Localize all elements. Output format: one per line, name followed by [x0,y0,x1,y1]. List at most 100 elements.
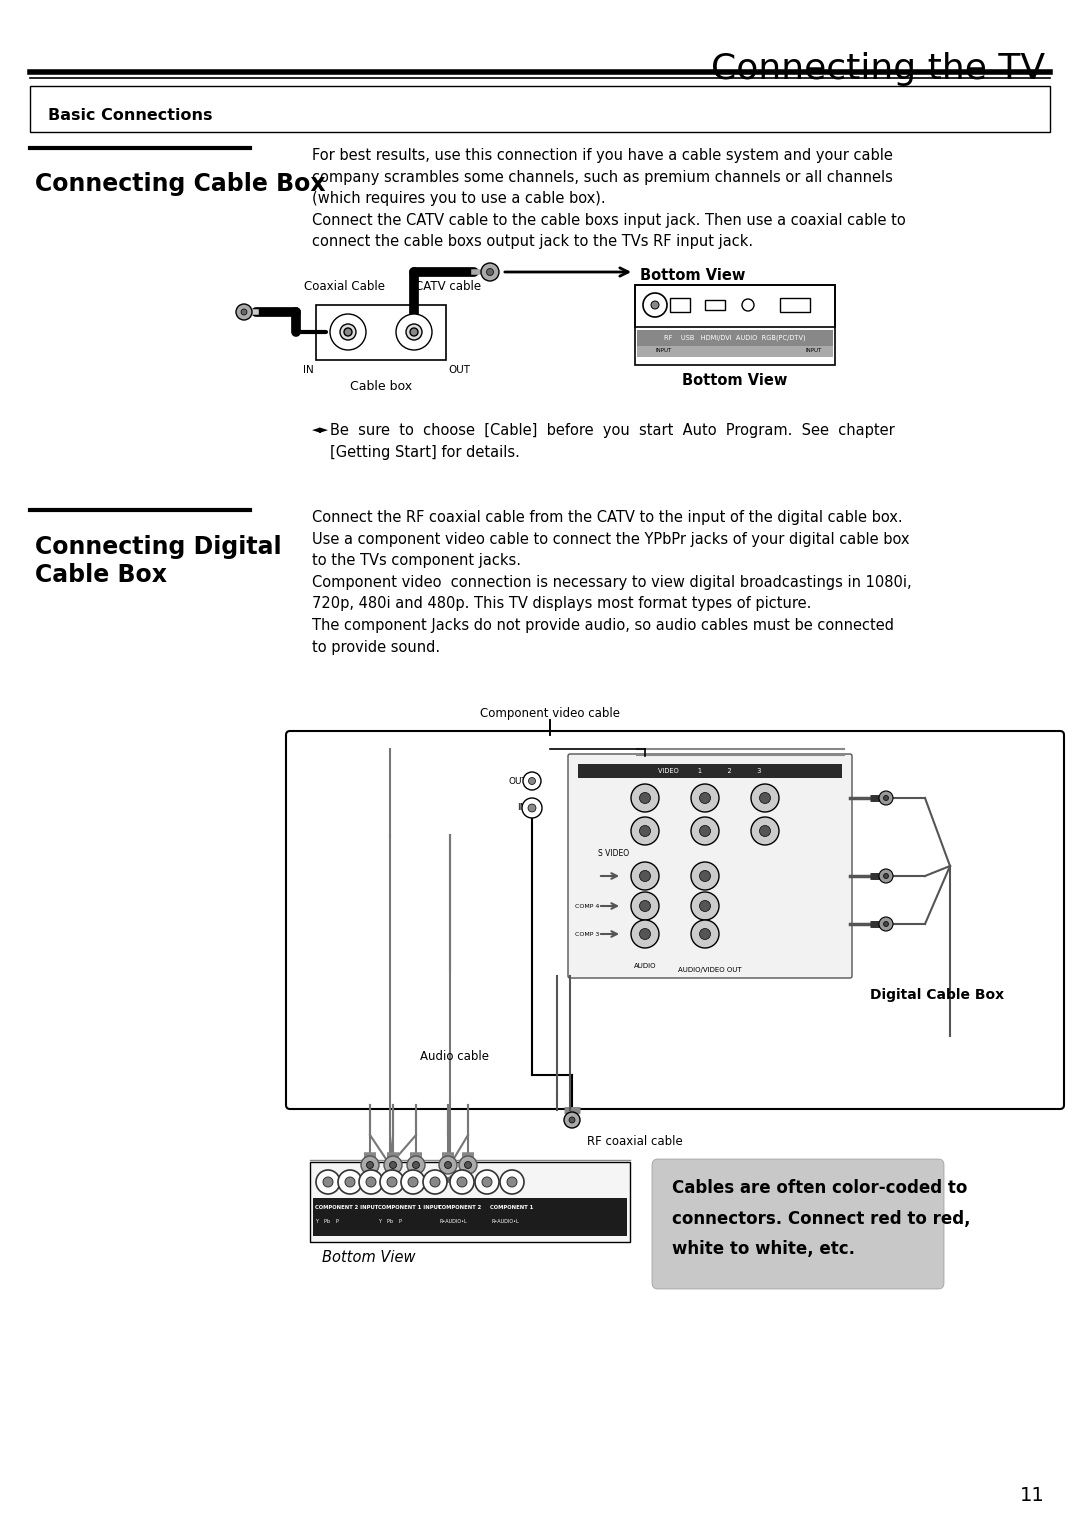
Text: IN: IN [303,365,314,376]
Bar [313,1199,627,1235]
Text: R•AUDIO•L: R•AUDIO•L [492,1219,519,1225]
Circle shape [406,324,422,341]
Circle shape [691,919,719,948]
Circle shape [523,773,541,789]
Circle shape [691,863,719,890]
Bar [316,305,446,360]
Circle shape [459,1156,477,1174]
Bar [637,330,833,347]
Circle shape [507,1177,517,1186]
Bar [670,298,690,312]
Circle shape [241,308,247,315]
Circle shape [323,1177,333,1186]
Circle shape [691,892,719,919]
Circle shape [345,1177,355,1186]
Circle shape [651,301,659,308]
Text: Connecting the TV: Connecting the TV [711,52,1045,86]
Circle shape [883,921,889,927]
Circle shape [700,928,711,939]
Bar [637,347,833,357]
Circle shape [464,1162,472,1168]
Circle shape [631,863,659,890]
Bar [705,299,725,310]
Circle shape [396,315,432,350]
Circle shape [879,869,893,883]
Text: OUT: OUT [508,777,527,785]
Text: Be  sure  to  choose  [Cable]  before  you  start  Auto  Program.  See  chapter
: Be sure to choose [Cable] before you sta… [330,423,894,460]
Circle shape [883,873,889,878]
Text: RF    USB   HDMI/DVI  AUDIO  RGB(PC/DTV): RF USB HDMI/DVI AUDIO RGB(PC/DTV) [664,334,806,341]
Circle shape [359,1170,383,1194]
Bar [578,764,842,777]
Circle shape [522,799,542,818]
Circle shape [390,1162,396,1168]
Bar [635,286,835,365]
Text: Audio cable: Audio cable [420,1051,489,1063]
Circle shape [413,1162,419,1168]
Circle shape [639,793,650,803]
Circle shape [631,892,659,919]
Circle shape [366,1177,376,1186]
Text: S VIDEO: S VIDEO [598,849,630,858]
Circle shape [366,1162,374,1168]
Text: Component video cable: Component video cable [480,707,620,721]
Circle shape [631,817,659,844]
Bar [780,298,810,312]
Text: Cables are often color-coded to
connectors. Connect red to red,
white to white, : Cables are often color-coded to connecto… [672,1179,971,1258]
Circle shape [384,1156,402,1174]
Circle shape [643,293,667,318]
Circle shape [423,1170,447,1194]
Circle shape [691,783,719,812]
Circle shape [430,1177,440,1186]
Text: Y    Pb    P: Y Pb P [315,1219,339,1225]
Circle shape [700,826,711,837]
Text: Cable box: Cable box [350,380,413,392]
Circle shape [879,918,893,931]
Circle shape [457,1177,467,1186]
Circle shape [759,793,770,803]
Circle shape [759,826,770,837]
Text: 11: 11 [1021,1486,1045,1506]
Circle shape [380,1170,404,1194]
Circle shape [401,1170,426,1194]
Circle shape [500,1170,524,1194]
Text: COMPONENT 1: COMPONENT 1 [490,1205,534,1209]
Circle shape [408,1177,418,1186]
Circle shape [564,1112,580,1128]
Text: For best results, use this connection if you have a cable system and your cable
: For best results, use this connection if… [312,148,906,249]
Text: R•AUDIO•L: R•AUDIO•L [440,1219,468,1225]
Text: Basic Connections: Basic Connections [48,108,213,124]
Circle shape [569,1116,575,1122]
Bar [635,286,835,327]
Text: Bottom View: Bottom View [322,1251,416,1264]
Text: Connect the RF coaxial cable from the CATV to the input of the digital cable box: Connect the RF coaxial cable from the CA… [312,510,912,655]
Circle shape [340,324,356,341]
Text: IN: IN [517,803,527,812]
Circle shape [528,805,536,812]
Circle shape [639,870,650,881]
Circle shape [316,1170,340,1194]
Circle shape [742,299,754,312]
Circle shape [338,1170,362,1194]
Circle shape [631,783,659,812]
Text: CATV cable: CATV cable [415,279,481,293]
Circle shape [700,901,711,912]
FancyBboxPatch shape [568,754,852,977]
Circle shape [700,870,711,881]
Circle shape [407,1156,426,1174]
Circle shape [751,783,779,812]
Text: INPUT: INPUT [654,348,672,353]
Text: COMP 4: COMP 4 [575,904,599,909]
Circle shape [482,1177,492,1186]
Circle shape [361,1156,379,1174]
Text: RF coaxial cable: RF coaxial cable [588,1135,683,1148]
Circle shape [438,1156,457,1174]
Circle shape [475,1170,499,1194]
Circle shape [879,791,893,805]
Text: ◄►: ◄► [312,425,329,435]
Text: OUT: OUT [448,365,470,376]
Circle shape [639,928,650,939]
Text: COMPONENT 2: COMPONENT 2 [438,1205,482,1209]
Circle shape [631,919,659,948]
Circle shape [481,263,499,281]
